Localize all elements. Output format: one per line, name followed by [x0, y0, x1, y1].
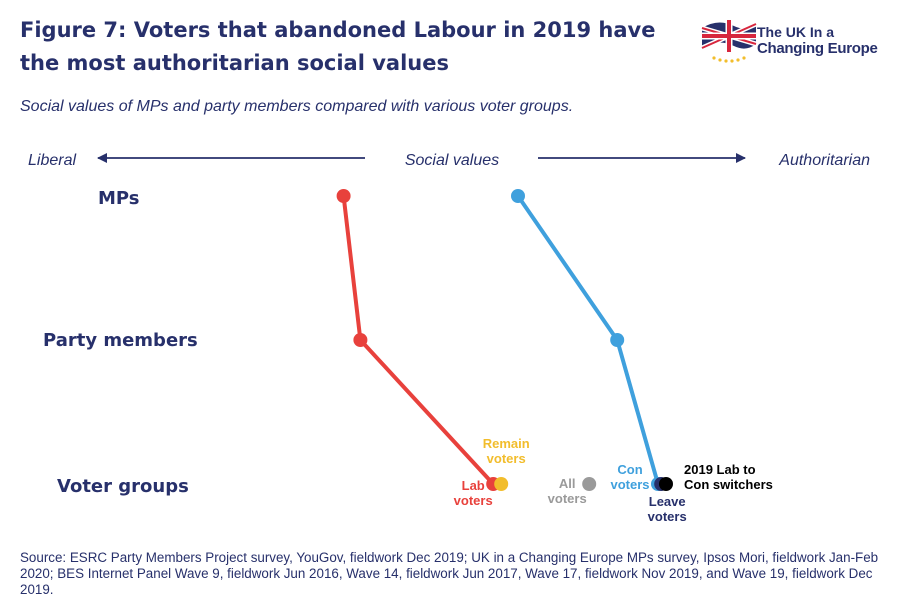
voter-label-lab-voters: Lab voters — [454, 478, 493, 508]
chart-title: Figure 7: Voters that abandoned Labour i… — [20, 18, 656, 75]
row-label-party-members: Party members — [43, 330, 198, 351]
chart-subtitle: Social values of MPs and party members c… — [20, 98, 574, 115]
chart: Liberal Social values Authoritarian MPs … — [28, 152, 870, 524]
voter-label-con-voters: Con voters — [610, 462, 649, 492]
voter-label-remain-voters: Remain voters — [483, 436, 530, 466]
logo-text-line2: Changing Europe — [757, 40, 878, 57]
point-labour-mps — [336, 189, 351, 203]
series-line-conservative — [516, 194, 660, 485]
logo: The UK In a Changing Europe — [700, 14, 890, 64]
point-conservative-members — [610, 333, 625, 347]
union-flag-icon — [700, 20, 758, 63]
row-label-voter-groups: Voter groups — [57, 476, 189, 497]
axis-center-label: Social values — [405, 152, 499, 169]
row-label-mps: MPs — [98, 188, 140, 209]
axis-right-label: Authoritarian — [778, 152, 870, 169]
point-labour-members — [353, 333, 368, 347]
axis-left-label: Liberal — [28, 152, 76, 169]
source-note: Source: ESRC Party Members Project surve… — [20, 550, 879, 597]
logo-text-line1: The UK In a — [757, 24, 835, 40]
voter-label-leave-voters: Leave voters — [648, 494, 687, 524]
voter-point-remain-voters — [494, 477, 509, 491]
voter-point-all-voters — [582, 477, 597, 491]
chart-marks: Lab voters Remain voters All voters Con votersL… — [336, 189, 773, 524]
voter-label-all-voters: All voters — [548, 476, 587, 506]
voter-label-2019-lab-to-con-switchers: 2019 Lab to Con switchers — [684, 462, 773, 492]
voter-point-2019-lab-to-con-switchers — [659, 477, 673, 491]
point-conservative-mps — [511, 189, 525, 203]
